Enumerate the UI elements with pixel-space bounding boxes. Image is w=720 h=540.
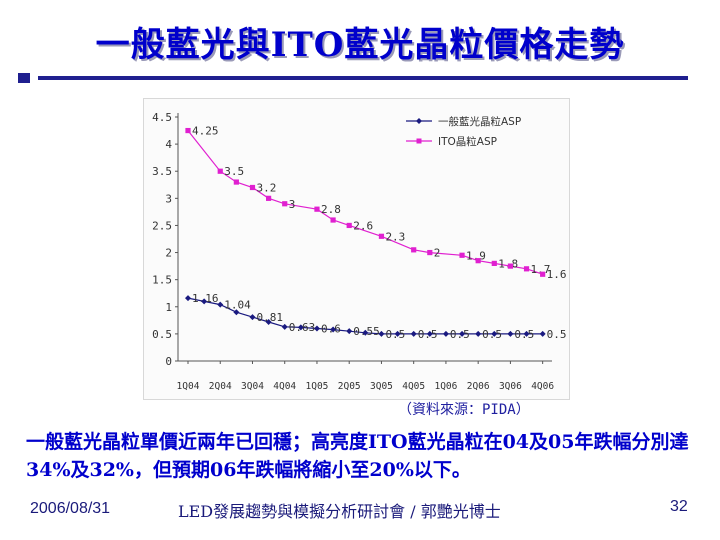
title-rule-accent [18, 73, 30, 83]
data-point-general [185, 295, 191, 302]
data-point-general [281, 323, 288, 330]
x-tick-label: 2Q04 [209, 381, 232, 392]
x-tick-label: 2Q06 [467, 381, 490, 392]
data-point-ito [491, 260, 497, 266]
data-point-general [459, 330, 466, 337]
data-point-ito [523, 266, 530, 272]
title-underline [38, 76, 688, 80]
data-point-general [313, 325, 320, 332]
data-point-ito [378, 233, 385, 239]
x-tick-label: 4Q04 [273, 381, 296, 392]
data-label: 2.6 [353, 219, 373, 232]
data-label: 3.5 [224, 165, 244, 178]
legend-label: 一般藍光晶粒ASP [438, 115, 521, 128]
data-point-general [410, 330, 417, 337]
x-tick-label: 4Q06 [531, 381, 554, 392]
data-label: 0.5 [547, 328, 567, 341]
data-point-general [362, 329, 369, 336]
data-point-general [346, 328, 353, 335]
data-label: 3.2 [256, 181, 276, 194]
data-label: 1.9 [466, 249, 486, 262]
data-label: 4.25 [192, 125, 219, 138]
footer-event: LED發展趨勢與模擬分析研討會 / 郭艷光博士 [178, 502, 501, 521]
slide-title: 一般藍光與ITO藍光晶粒價格走勢 [95, 25, 625, 65]
data-point-general [201, 298, 208, 305]
x-tick-label: 2Q05 [338, 381, 361, 392]
data-point-general [539, 330, 546, 337]
y-tick-label: 0 [165, 355, 172, 368]
data-label: 2 [434, 247, 441, 260]
data-point-general [507, 330, 514, 337]
footer-date: 2006/08/31 [30, 500, 111, 517]
data-point-general [378, 330, 385, 337]
y-tick-label: 2 [165, 247, 172, 260]
data-point-ito [411, 247, 417, 253]
data-point-general [297, 324, 304, 331]
data-point-ito [233, 179, 239, 185]
legend-marker [416, 138, 422, 144]
footer-page-number: 32 [670, 498, 688, 515]
data-label: 0.81 [256, 311, 283, 324]
data-point-general [442, 330, 449, 337]
data-label: 2.8 [321, 203, 341, 216]
price-trend-chart: 0 0.5 1 1.5 2 2.5 3 3.5 4 4.5 1Q04 2Q04 3Q04 4Q04 1Q05… [152, 111, 567, 392]
data-point-general [523, 330, 530, 337]
data-label: 1.04 [224, 299, 251, 312]
y-tick-label: 4 [165, 138, 172, 151]
data-point-ito [475, 258, 481, 264]
data-point-general [475, 330, 482, 337]
data-point-general [249, 314, 256, 321]
data-point-ito [282, 201, 288, 207]
data-point-general [330, 326, 337, 333]
y-tick-label: 1 [165, 301, 172, 314]
data-point-ito [185, 127, 191, 134]
data-point-ito [459, 252, 465, 258]
x-tick-label: 4Q05 [402, 381, 425, 392]
data-point-general [233, 309, 240, 316]
data-point-general [491, 330, 498, 337]
data-label: 1.6 [547, 268, 567, 281]
data-label: 1.7 [531, 263, 551, 276]
y-tick-label: 3.5 [152, 165, 172, 178]
data-point-general [426, 330, 433, 337]
legend-marker [416, 118, 422, 124]
chart-frame: 0 0.5 1 1.5 2 2.5 3 3.5 4 4.5 1Q04 2Q04 3Q04 4Q04 1Q05… [143, 98, 570, 400]
x-tick-label: 3Q05 [370, 381, 393, 392]
source-note: （資料來源：PIDA） [398, 402, 530, 418]
legend-label: ITO晶粒ASP [438, 135, 497, 148]
data-point-ito [330, 217, 336, 223]
y-tick-label: 0.5 [152, 328, 172, 341]
y-tick-label: 4.5 [152, 111, 172, 124]
data-point-ito [249, 184, 256, 191]
y-tick-label: 2.5 [152, 219, 172, 232]
data-point-general [217, 301, 224, 308]
series-line-2 [187, 130, 543, 275]
summary-text: 一般藍光晶粒單價近兩年已回穩；高亮度ITO藍光晶粒在04及05年跌幅分別達34%… [26, 431, 689, 481]
data-point-ito [314, 206, 320, 212]
x-tick-label: 3Q04 [241, 381, 264, 392]
data-label: 2.3 [385, 230, 405, 243]
data-point-ito [427, 249, 433, 256]
y-tick-label: 3 [165, 192, 172, 205]
data-point-ito [346, 222, 352, 229]
x-tick-label: 1Q05 [306, 381, 329, 392]
data-point-ito [266, 195, 272, 201]
data-point-ito [540, 271, 546, 277]
data-label: 3 [289, 198, 296, 211]
data-point-general [265, 318, 272, 325]
data-point-ito [507, 263, 514, 269]
x-tick-label: 3Q06 [499, 381, 522, 392]
y-tick-label: 1.5 [152, 274, 172, 287]
data-point-general [394, 330, 401, 337]
data-point-ito [217, 168, 223, 174]
x-tick-label: 1Q04 [177, 381, 200, 392]
data-label: 1.16 [192, 292, 219, 305]
x-tick-label: 1Q06 [434, 381, 457, 392]
